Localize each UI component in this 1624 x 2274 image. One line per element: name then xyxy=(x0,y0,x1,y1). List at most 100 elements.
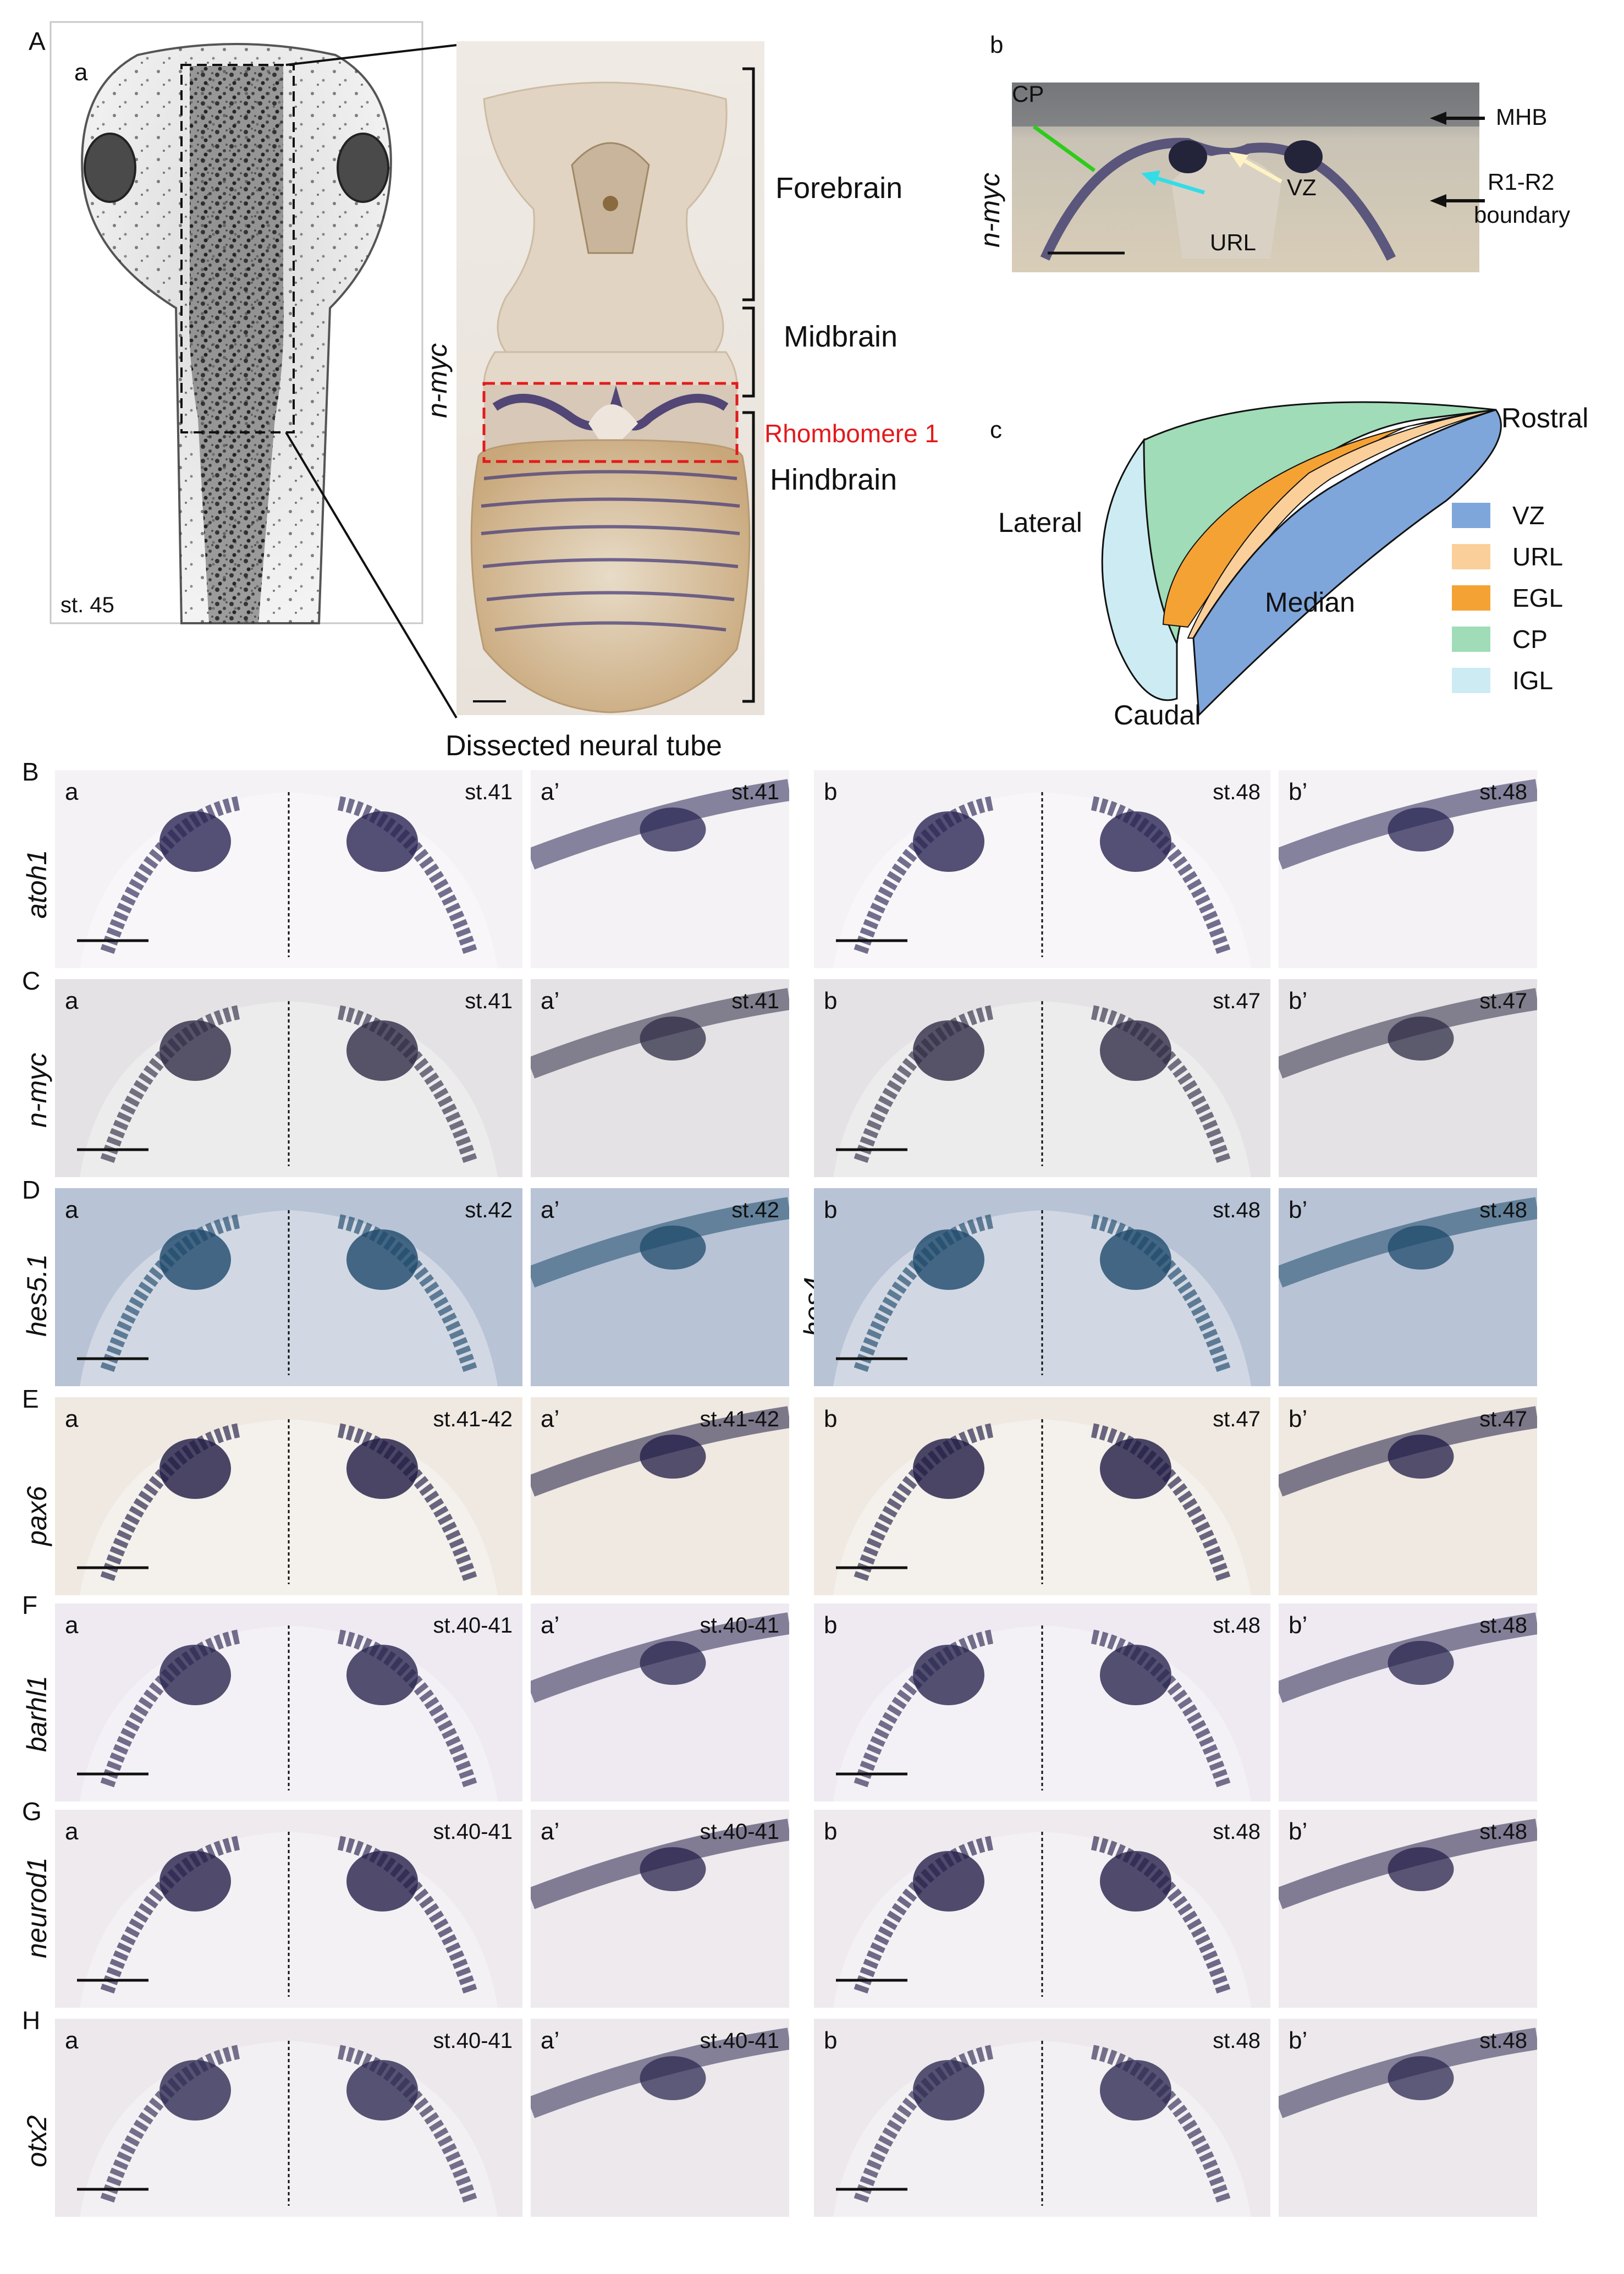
stage-F-b: st.48 xyxy=(1213,1613,1260,1638)
stage-B-b_prime: st.48 xyxy=(1479,780,1527,804)
panel-letter-A: A xyxy=(29,27,46,56)
stage-G-a_prime: st.40-41 xyxy=(700,1820,779,1844)
stage-C-b: st.47 xyxy=(1213,989,1260,1013)
legend-swatch-egl xyxy=(1452,585,1490,611)
stage-H-a_prime: st.40-41 xyxy=(700,2029,779,2053)
row-letter-H: H xyxy=(22,2006,41,2035)
legend-label-cp: CP xyxy=(1512,625,1548,653)
stage-D-a: st.42 xyxy=(465,1198,513,1222)
micrograph-H-a xyxy=(55,2019,522,2217)
row-gene-label-H: otx2 xyxy=(21,2115,52,2167)
label-forebrain: Forebrain xyxy=(775,172,903,205)
sublabel-E-a: a xyxy=(65,1405,79,1432)
sublabel-F-b: b xyxy=(824,1612,838,1639)
sublabel-F-b_prime: b’ xyxy=(1289,1612,1308,1639)
micrograph-F-a xyxy=(55,1603,522,1801)
label-dissected-neural-tube: Dissected neural tube xyxy=(445,730,722,762)
legend-item-egl: EGL xyxy=(1452,583,1563,613)
sublabel-C-b: b xyxy=(824,987,838,1014)
region-brackets xyxy=(742,67,755,703)
legend-swatch-igl xyxy=(1452,668,1490,693)
tadpole-selection-box xyxy=(180,64,295,433)
stage-B-a: st.41 xyxy=(465,780,513,804)
stage-F-a_prime: st.40-41 xyxy=(700,1613,779,1638)
sublabel-D-a: a xyxy=(65,1196,79,1223)
sublabel-G-b: b xyxy=(824,1818,838,1845)
micrograph-C-a_prime xyxy=(531,979,789,1177)
micrograph-D-b xyxy=(814,1188,1270,1386)
stage-F-b_prime: st.48 xyxy=(1479,1613,1527,1638)
row-gene-label-D: hes5.1 xyxy=(21,1254,52,1337)
legend-item-igl: IGL xyxy=(1452,666,1553,695)
legend-label-egl: EGL xyxy=(1512,584,1564,612)
label-median: Median xyxy=(1265,587,1355,618)
stage-D-a_prime: st.42 xyxy=(731,1198,779,1222)
sublabel-C-b_prime: b’ xyxy=(1289,987,1308,1014)
panel-ab-graphics xyxy=(1012,83,1485,272)
stage-D-b_prime: st.48 xyxy=(1479,1198,1527,1222)
stage-G-b_prime: st.48 xyxy=(1479,1820,1527,1844)
micrograph-C-b xyxy=(814,979,1270,1177)
legend-item-vz: VZ xyxy=(1452,501,1545,530)
stage-B-a_prime: st.41 xyxy=(731,780,779,804)
micrograph-C-a xyxy=(55,979,522,1177)
micrograph-G-a xyxy=(55,1810,522,2008)
sublabel-B-a: a xyxy=(65,778,79,805)
stage-H-b_prime: st.48 xyxy=(1479,2029,1527,2053)
stage-E-b: st.47 xyxy=(1213,1407,1260,1431)
sublabel-H-a_prime: a’ xyxy=(541,2027,560,2054)
row-gene-label-B: atoh1 xyxy=(21,849,52,919)
sublabel-H-a: a xyxy=(65,2027,79,2054)
micrograph-D-a_prime xyxy=(531,1188,789,1386)
label-mhb: MHB xyxy=(1496,104,1548,130)
label-hindbrain: Hindbrain xyxy=(770,463,898,496)
stage-H-b: st.48 xyxy=(1213,2029,1260,2053)
label-vz-arrow: VZ xyxy=(1287,174,1317,200)
sublabel-B-a_prime: a’ xyxy=(541,778,560,805)
label-rostral: Rostral xyxy=(1501,403,1589,433)
micrograph-F-b xyxy=(814,1603,1270,1801)
row-letter-F: F xyxy=(22,1591,38,1619)
sublabel-H-b: b xyxy=(824,2027,838,2054)
stage-E-b_prime: st.47 xyxy=(1479,1407,1527,1431)
panel-a-graphics xyxy=(49,21,764,719)
legend-item-cp: CP xyxy=(1452,624,1548,654)
sublabel-B-b: b xyxy=(824,778,838,805)
panel-a-stage: st. 45 xyxy=(60,593,114,617)
stage-E-a: st.41-42 xyxy=(433,1407,513,1431)
label-url-arrow: URL xyxy=(1210,229,1257,255)
legend-label-url: URL xyxy=(1512,542,1564,571)
stage-C-a: st.41 xyxy=(465,989,513,1013)
sublabel-G-a_prime: a’ xyxy=(541,1818,560,1845)
sublabel-B-b_prime: b’ xyxy=(1289,778,1308,805)
legend-swatch-vz xyxy=(1452,503,1490,528)
micrograph-G-a_prime xyxy=(531,1810,789,2008)
tadpole-eye-right xyxy=(337,133,389,203)
micrograph-B-a xyxy=(55,770,522,968)
micrograph-E-a_prime xyxy=(531,1397,789,1595)
micrograph-H-b_prime xyxy=(1279,2019,1537,2217)
micrograph-E-b xyxy=(814,1397,1270,1595)
stage-C-b_prime: st.47 xyxy=(1479,989,1527,1013)
sublabel-H-b_prime: b’ xyxy=(1289,2027,1308,2054)
legend-swatch-cp xyxy=(1452,627,1490,652)
panel-ac-sublabel: c xyxy=(990,416,1002,443)
sublabel-D-b_prime: b’ xyxy=(1289,1196,1308,1223)
rhombomere-box xyxy=(482,382,739,463)
micrograph-F-b_prime xyxy=(1279,1603,1537,1801)
stage-G-a: st.40-41 xyxy=(433,1820,513,1844)
micrograph-B-b_prime xyxy=(1279,770,1537,968)
sublabel-F-a: a xyxy=(65,1612,79,1639)
label-r1-r2: R1-R2 xyxy=(1488,169,1555,195)
stage-H-a: st.40-41 xyxy=(433,2029,513,2053)
legend-item-url: URL xyxy=(1452,542,1563,572)
panel-ac-schematic xyxy=(1101,401,1502,717)
label-cp-arrow: CP xyxy=(1012,81,1044,107)
sublabel-F-a_prime: a’ xyxy=(541,1612,560,1639)
stage-G-b: st.48 xyxy=(1213,1820,1260,1844)
sublabel-E-b_prime: b’ xyxy=(1289,1405,1308,1432)
stage-F-a: st.40-41 xyxy=(433,1613,513,1638)
legend-label-vz: VZ xyxy=(1512,501,1545,530)
sublabel-E-b: b xyxy=(824,1405,838,1432)
micrograph-E-b_prime xyxy=(1279,1397,1537,1595)
